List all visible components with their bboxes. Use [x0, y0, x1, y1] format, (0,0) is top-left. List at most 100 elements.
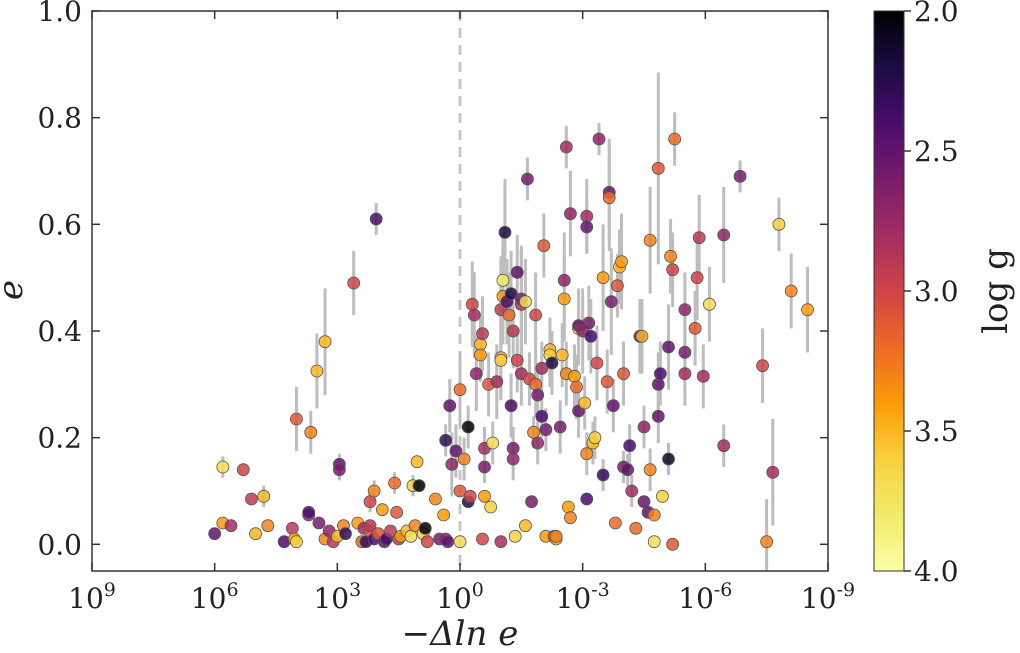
x-axis-ticks: 109 106 103 100 10-3 10-6 10-9: [68, 11, 855, 615]
data-point-layer: [208, 132, 814, 551]
data-point: [469, 367, 483, 381]
data-point: [404, 529, 418, 543]
data-point: [692, 231, 706, 245]
data-point: [678, 345, 692, 359]
data-point: [290, 412, 303, 426]
data-point: [531, 436, 545, 450]
y-tick-label: 1.0: [37, 0, 82, 28]
data-point: [637, 495, 651, 509]
data-point: [600, 375, 614, 389]
data-point: [760, 535, 774, 549]
data-point: [537, 239, 551, 253]
data-point: [339, 527, 352, 541]
data-point: [388, 476, 401, 490]
data-point: [347, 276, 361, 290]
colorbar-label: log g: [976, 248, 1016, 334]
data-point: [310, 364, 324, 378]
y-tick-label: 0.4: [37, 315, 82, 348]
data-point: [635, 329, 649, 343]
y-tick-label: 0.0: [37, 528, 82, 561]
data-point: [249, 527, 262, 541]
data-point: [285, 521, 299, 535]
data-point: [457, 452, 471, 466]
data-point: [643, 233, 657, 247]
x-axis-label: −Δln e: [402, 614, 519, 653]
data-point: [453, 535, 467, 549]
data-point: [647, 535, 661, 549]
data-point: [504, 287, 518, 301]
data-point: [570, 380, 583, 394]
data-point: [208, 527, 222, 541]
data-point: [484, 500, 498, 514]
data-point: [521, 172, 534, 186]
data-point: [478, 489, 491, 503]
data-point: [527, 425, 540, 439]
data-point: [463, 489, 477, 503]
data-point: [596, 271, 610, 285]
data-point: [496, 273, 510, 287]
data-point: [474, 337, 487, 351]
data-point: [564, 207, 577, 221]
data-point: [519, 295, 532, 309]
data-point: [617, 367, 630, 381]
data-point: [651, 409, 665, 423]
data-point: [429, 492, 442, 506]
data-point: [801, 303, 814, 317]
data-point: [539, 423, 553, 437]
data-point: [529, 308, 543, 322]
data-point: [302, 505, 316, 519]
data-point: [621, 463, 635, 477]
data-point: [688, 321, 702, 335]
x-tick-label: 103: [313, 579, 361, 615]
data-point: [410, 455, 424, 469]
data-point: [596, 468, 610, 482]
data-point: [578, 396, 592, 410]
data-point: [623, 439, 637, 453]
data-point: [443, 399, 457, 413]
colorbar-tick-label: 3.5: [914, 415, 959, 448]
data-point: [717, 439, 731, 453]
data-point: [510, 265, 524, 279]
data-point: [733, 169, 747, 183]
colorbar-tick-label: 2.5: [914, 135, 959, 168]
data-point: [494, 353, 508, 367]
data-point: [651, 161, 665, 175]
data-point: [561, 500, 575, 514]
data-point: [772, 217, 786, 231]
data-point: [369, 212, 383, 226]
data-point: [662, 340, 675, 354]
data-point: [506, 441, 520, 455]
data-point: [592, 132, 606, 146]
data-point: [367, 484, 381, 498]
data-point: [506, 452, 520, 466]
data-point: [553, 420, 567, 434]
x-tick-label: 106: [191, 579, 239, 615]
data-point: [412, 479, 426, 493]
data-point: [611, 279, 624, 293]
data-point: [717, 228, 731, 242]
data-point: [656, 489, 669, 503]
data-point: [257, 489, 271, 503]
data-point: [608, 516, 622, 530]
data-point: [606, 399, 620, 413]
data-point: [437, 508, 451, 522]
data-point: [363, 495, 377, 509]
data-point: [216, 460, 230, 474]
data-point: [643, 463, 657, 477]
data-point: [476, 532, 489, 546]
data-point: [602, 191, 616, 205]
data-point: [519, 519, 532, 533]
data-point: [580, 447, 594, 461]
data-point: [461, 420, 475, 434]
y-axis-label: e: [0, 280, 31, 300]
data-point: [545, 356, 559, 370]
data-point: [564, 511, 577, 525]
data-point: [662, 452, 675, 466]
data-point: [453, 383, 467, 397]
data-point: [498, 225, 512, 239]
colorbar-tick-label: 2.0: [914, 0, 959, 28]
data-point: [568, 369, 581, 383]
x-tick-label: 100: [436, 579, 484, 615]
data-point: [678, 367, 692, 381]
